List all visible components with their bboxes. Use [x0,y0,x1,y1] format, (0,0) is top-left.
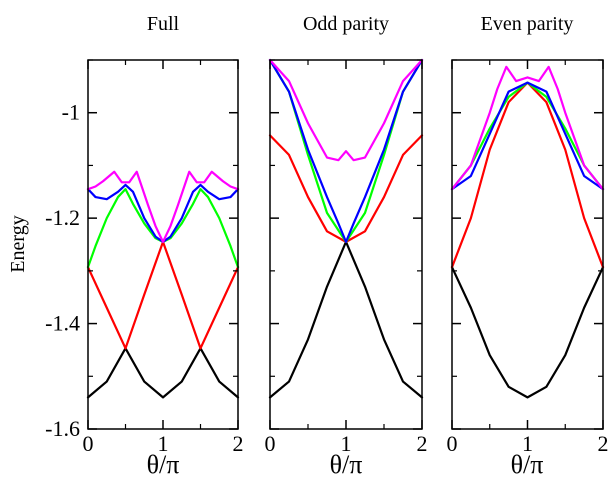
ticks-odd: 0 1 2 [265,59,428,456]
x-axis-label-odd: θ/π [330,450,363,478]
series-line-odd-4 [268,58,424,243]
series-line-even-3 [450,81,605,191]
x-tick-label-even: 1 [522,431,533,456]
x-tick-label-full: 1 [158,431,169,456]
panel-title-odd: Odd parity [303,13,389,35]
ticks-even: 0 1 2 [447,59,609,456]
series-line-even-1 [450,266,605,399]
plot-frame-even [451,59,604,430]
y-tick-label: -1.2 [45,205,80,230]
series-line-even-4 [450,81,605,191]
panel-title-full: Full [147,13,180,35]
series-line-odd-5 [268,58,424,162]
x-tick-label-odd: 2 [417,431,428,456]
series-line-full-5 [86,170,240,243]
x-tick-label-even: 0 [447,431,458,456]
ticks-full: 0 1 2 -1.6 -1.4 -1.2 -1 [45,59,244,456]
panel-title-even: Even parity [481,13,574,35]
series-line-full-2 [86,240,240,350]
series-line-full-1 [86,347,240,399]
series-line-odd-1 [268,240,424,399]
series-line-even-2 [450,81,605,269]
y-tick-label: -1 [62,100,80,125]
x-axis-label-full: θ/π [147,450,180,478]
x-axis-label-even: θ/π [511,450,544,478]
plot-area-even [450,65,605,399]
x-tick-label-even: 2 [598,431,609,456]
y-axis-label: Energy [7,215,29,272]
panel-even: Even parity 0 1 2 θ/π [447,13,609,478]
panel-odd: Odd parity 0 1 2 θ/π [265,13,428,478]
plot-area-odd [268,58,424,399]
series-line-full-3 [86,188,240,269]
x-tick-label-odd: 0 [265,431,276,456]
x-tick-label-odd: 1 [341,431,352,456]
series-line-even-5 [450,65,605,191]
x-tick-label-full: 0 [83,431,94,456]
y-tick-label: -1.6 [45,416,80,441]
y-tick-label: -1.4 [45,311,80,336]
panel-full: Full 0 1 2 -1.6 -1.4 -1.2 -1 θ/π [45,13,243,478]
x-tick-label-full: 2 [233,431,244,456]
plot-area-full [86,170,240,399]
